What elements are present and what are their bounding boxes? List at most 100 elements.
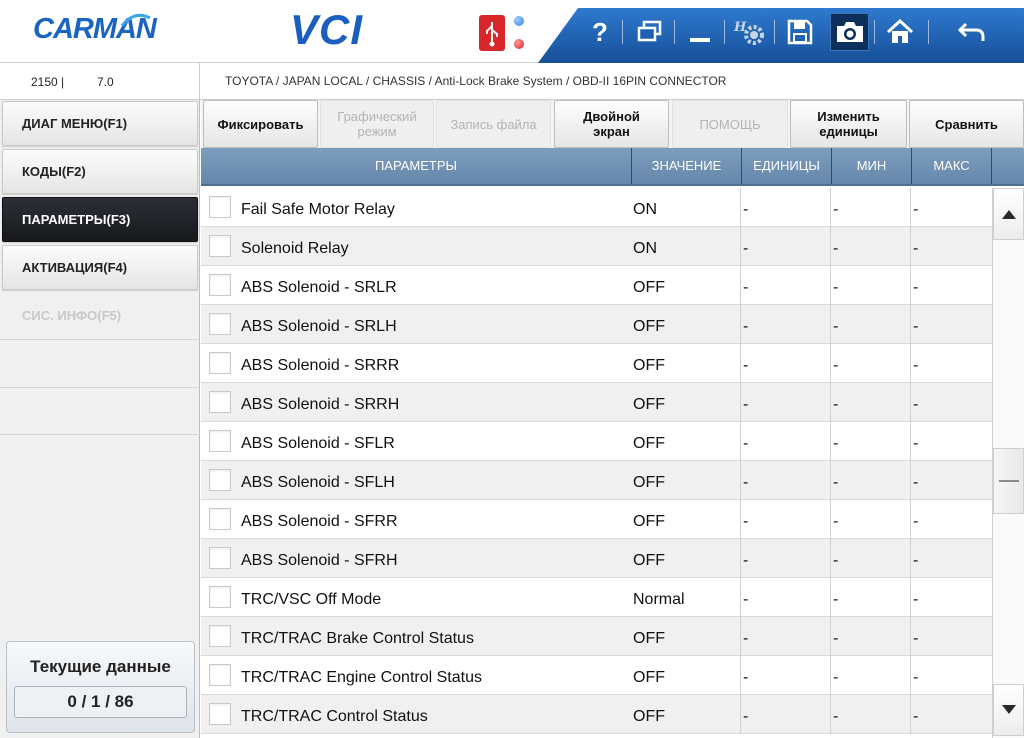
table-row[interactable]: ABS Solenoid - SRLH OFF - - - xyxy=(201,305,992,344)
table-row[interactable]: ABS Solenoid - SFLH OFF - - - xyxy=(201,461,992,500)
sidebar-empty-slot xyxy=(0,387,200,435)
param-max: - xyxy=(913,201,919,218)
scroll-thumb[interactable] xyxy=(993,448,1024,514)
row-checkbox[interactable] xyxy=(209,391,231,413)
home-icon xyxy=(886,19,914,43)
change-units-label-line1: Изменить xyxy=(817,109,880,124)
param-value: ON xyxy=(631,227,741,266)
row-checkbox[interactable] xyxy=(209,703,231,725)
table-row[interactable]: ABS Solenoid - SRLR OFF - - - xyxy=(201,266,992,305)
sidebar-item-parameters[interactable]: ПАРАМЕТРЫ(F3) xyxy=(2,197,198,242)
camera-button[interactable] xyxy=(830,13,869,51)
table-row[interactable]: Fail Safe Motor Relay ON - - - xyxy=(201,188,992,227)
param-units: - xyxy=(741,578,831,617)
current-data-count: 0 / 1 / 86 xyxy=(14,686,187,718)
param-value: OFF xyxy=(631,695,741,734)
freeze-button[interactable]: Фиксировать xyxy=(203,100,318,148)
row-checkbox[interactable] xyxy=(209,664,231,686)
param-name: TRC/TRAC Engine Control Status xyxy=(241,669,482,686)
row-checkbox[interactable] xyxy=(209,508,231,530)
table-scrollbar[interactable] xyxy=(992,188,1024,738)
toolbar-separator xyxy=(674,20,675,44)
row-checkbox[interactable] xyxy=(209,625,231,647)
help-button[interactable]: ? xyxy=(580,12,620,52)
window-button[interactable] xyxy=(630,12,670,52)
settings-button[interactable]: H xyxy=(730,12,770,52)
row-checkbox[interactable] xyxy=(209,196,231,218)
scroll-up-button[interactable] xyxy=(993,188,1024,240)
row-checkbox[interactable] xyxy=(209,547,231,569)
header-units[interactable]: ЕДИНИЦЫ xyxy=(742,148,832,184)
param-name: ABS Solenoid - SRRR xyxy=(241,357,400,374)
graph-mode-label-line1: Графический xyxy=(337,109,417,124)
param-max: - xyxy=(913,513,919,530)
param-value: OFF xyxy=(631,539,741,578)
back-icon xyxy=(958,22,985,41)
row-checkbox[interactable] xyxy=(209,586,231,608)
minimize-button[interactable] xyxy=(680,12,720,52)
param-min: - xyxy=(831,461,911,500)
row-checkbox[interactable] xyxy=(209,313,231,335)
table-row[interactable]: TRC/TRAC Engine Control Status OFF - - - xyxy=(201,656,992,695)
param-units: - xyxy=(741,422,831,461)
sidebar-item-label: ДИАГ МЕНЮ(F1) xyxy=(22,116,128,131)
param-value: OFF xyxy=(631,656,741,695)
header-value[interactable]: ЗНАЧЕНИЕ xyxy=(632,148,742,184)
connection-status-red-indicator xyxy=(514,39,524,49)
sidebar-item-codes[interactable]: КОДЫ(F2) xyxy=(2,149,198,194)
param-min: - xyxy=(831,344,911,383)
param-name: ABS Solenoid - SFLH xyxy=(241,474,395,491)
param-value: ON xyxy=(631,188,741,227)
dual-screen-button[interactable]: Двойной экран xyxy=(554,100,669,148)
param-name: ABS Solenoid - SRRH xyxy=(241,396,400,413)
param-max: - xyxy=(913,708,919,725)
table-row[interactable]: ABS Solenoid - SRRR OFF - - - xyxy=(201,344,992,383)
param-min: - xyxy=(831,656,911,695)
param-value: OFF xyxy=(631,617,741,656)
logo-swoosh-icon xyxy=(120,13,151,27)
help-icon: ? xyxy=(592,16,608,47)
param-min: - xyxy=(831,188,911,227)
table-row[interactable]: ABS Solenoid - SRRH OFF - - - xyxy=(201,383,992,422)
table-row[interactable]: Solenoid Relay ON - - - xyxy=(201,227,992,266)
connection-status-blue-indicator xyxy=(514,16,524,26)
row-checkbox[interactable] xyxy=(209,274,231,296)
scroll-down-button[interactable] xyxy=(993,684,1024,736)
row-checkbox[interactable] xyxy=(209,430,231,452)
table-row[interactable]: TRC/TRAC Brake Control Status OFF - - - xyxy=(201,617,992,656)
sidebar-item-diag-menu[interactable]: ДИАГ МЕНЮ(F1) xyxy=(2,101,198,146)
param-max: - xyxy=(913,669,919,686)
param-min: - xyxy=(831,500,911,539)
table-row[interactable]: ABS Solenoid - SFRR OFF - - - xyxy=(201,500,992,539)
svg-text:H: H xyxy=(733,20,747,35)
table-row[interactable]: ABS Solenoid - SFRH OFF - - - xyxy=(201,539,992,578)
graph-mode-button: Графический режим xyxy=(320,100,434,148)
param-min: - xyxy=(831,617,911,656)
header-parameters[interactable]: ПАРАМЕТРЫ xyxy=(201,148,632,184)
param-max: - xyxy=(913,591,919,608)
header-max[interactable]: МАКС xyxy=(912,148,992,184)
row-checkbox[interactable] xyxy=(209,469,231,491)
table-row[interactable]: TRC/VSC Off Mode Normal - - - xyxy=(201,578,992,617)
compare-button-label: Сравнить xyxy=(935,116,998,132)
compare-button[interactable]: Сравнить xyxy=(909,100,1024,148)
param-units: - xyxy=(741,461,831,500)
header-min[interactable]: МИН xyxy=(832,148,912,184)
save-button[interactable] xyxy=(780,12,820,52)
tool-button-row: Фиксировать Графический режим Запись фай… xyxy=(201,100,1024,148)
change-units-button[interactable]: Изменить единицы xyxy=(790,100,907,148)
parameters-table-header: ПАРАМЕТРЫ ЗНАЧЕНИЕ ЕДИНИЦЫ МИН МАКС xyxy=(201,148,1024,186)
row-checkbox[interactable] xyxy=(209,352,231,374)
back-button[interactable] xyxy=(952,12,992,52)
param-name: ABS Solenoid - SRLH xyxy=(241,318,397,335)
table-row[interactable]: TRC/TRAC Control Status OFF - - - xyxy=(201,695,992,734)
sidebar-item-label: ПАРАМЕТРЫ(F3) xyxy=(22,212,131,227)
table-row[interactable]: ABS Solenoid - SFLR OFF - - - xyxy=(201,422,992,461)
toolbar-separator xyxy=(622,20,623,44)
row-checkbox[interactable] xyxy=(209,235,231,257)
sidebar: ДИАГ МЕНЮ(F1) КОДЫ(F2) ПАРАМЕТРЫ(F3) АКТ… xyxy=(0,100,200,738)
home-button[interactable] xyxy=(880,12,920,52)
sidebar-item-activation[interactable]: АКТИВАЦИЯ(F4) xyxy=(2,245,198,290)
freeze-button-label: Фиксировать xyxy=(217,116,304,132)
graph-mode-label-line2: режим xyxy=(357,124,397,139)
